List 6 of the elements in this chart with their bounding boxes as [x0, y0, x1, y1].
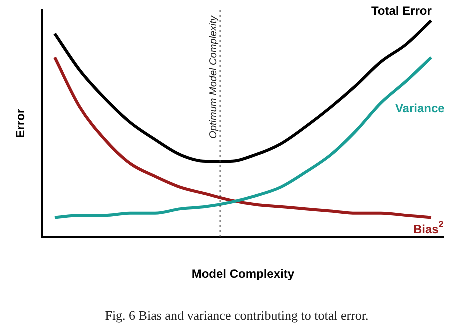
- y-axis-title: Error: [14, 108, 28, 138]
- series-label: Variance: [395, 102, 446, 116]
- x-axis-title: Model Complexity: [192, 267, 295, 282]
- caption: Fig. 6 Bias and variance contributing to total error.: [105, 308, 369, 323]
- annotation: Optimum Model Complexity: [208, 15, 220, 139]
- series-label: Total Error: [371, 4, 432, 18]
